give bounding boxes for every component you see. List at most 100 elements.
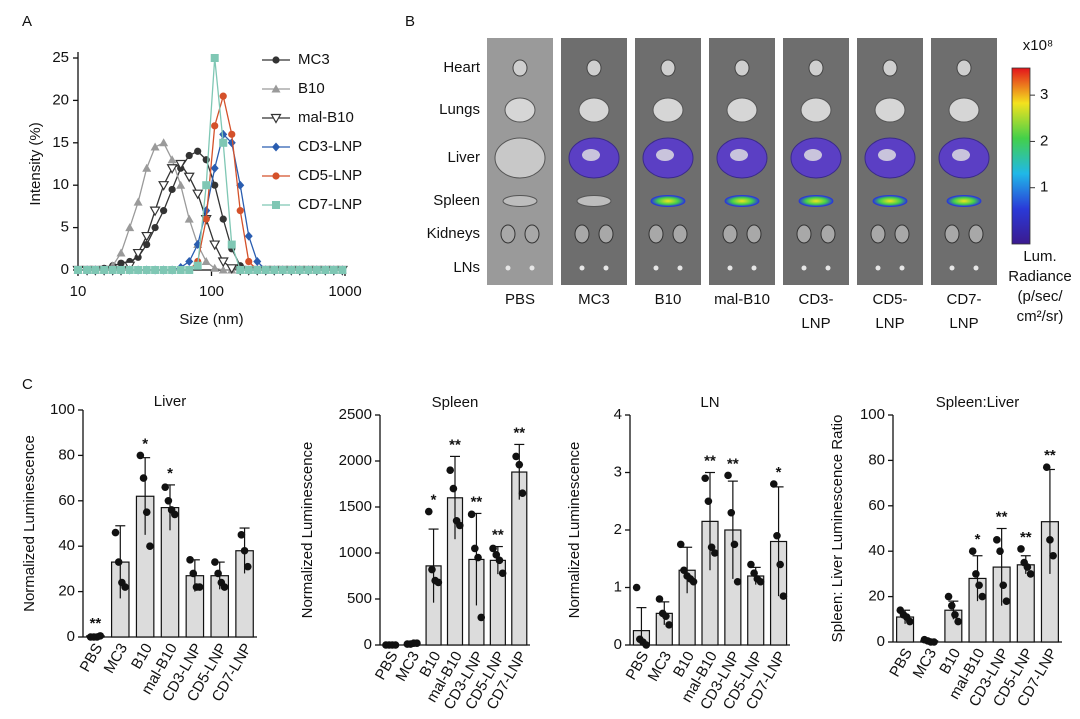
data-point	[467, 510, 476, 519]
data-point	[972, 570, 980, 578]
lungs	[726, 97, 758, 123]
group-label: mal-B10	[714, 291, 770, 308]
legend-label: CD7-LNP	[298, 196, 362, 213]
kidney	[796, 224, 812, 244]
marker	[100, 266, 109, 274]
data-point	[704, 497, 713, 506]
y-tick-label: 80	[58, 446, 75, 463]
marker	[210, 263, 220, 272]
y-axis-label: Spleen: Liver Luminescence Ratio	[829, 415, 846, 643]
data-point	[1002, 597, 1011, 605]
data-point	[161, 483, 169, 491]
marker	[236, 266, 245, 274]
organ-label: LNs	[453, 259, 480, 276]
marker	[304, 266, 313, 274]
marker	[219, 138, 228, 147]
heart	[586, 59, 602, 77]
y-tick-label: 60	[58, 492, 75, 509]
heart	[512, 59, 528, 77]
data-point	[954, 617, 962, 626]
colorbar-label: cm²/sr)	[1017, 308, 1064, 325]
y-tick-label: 1	[614, 578, 622, 595]
panel-letter: A	[22, 13, 32, 30]
marker	[168, 266, 177, 274]
marker	[149, 206, 161, 217]
group-label: CD5-	[872, 291, 907, 308]
data-point	[121, 583, 129, 591]
data-point	[243, 562, 252, 571]
data-point	[446, 466, 455, 475]
group-label: CD7-	[946, 291, 981, 308]
liver-highlight	[878, 149, 896, 161]
data-point	[978, 592, 987, 601]
data-point	[164, 497, 173, 505]
marker	[116, 248, 126, 257]
organ-label: Liver	[447, 149, 480, 166]
chart-title: Spleen	[432, 394, 479, 411]
group-label: LNP	[949, 315, 978, 332]
data-point	[993, 536, 1001, 544]
kidney	[894, 224, 910, 244]
spleen	[724, 195, 760, 207]
marker	[236, 207, 244, 215]
organ-image-panel	[487, 38, 997, 285]
marker	[227, 138, 236, 148]
data-point	[214, 569, 222, 578]
y-axis-label: Normalized Luminescence	[566, 442, 583, 619]
marker	[218, 265, 228, 274]
lymph-node	[505, 265, 511, 271]
data-point	[171, 510, 179, 519]
data-point	[779, 592, 788, 600]
lymph-node	[727, 265, 733, 271]
y-tick-label: 0	[61, 261, 69, 278]
lymph-node	[603, 265, 609, 271]
heart	[660, 59, 676, 77]
y-tick-label: 60	[868, 497, 885, 514]
marker	[321, 266, 330, 274]
marker	[217, 257, 229, 268]
marker	[209, 240, 221, 251]
legend-marker	[272, 56, 280, 64]
data-point	[391, 641, 400, 649]
data-point	[733, 577, 742, 586]
lungs	[800, 97, 832, 123]
marker	[134, 266, 143, 274]
y-axis-label: Normalized Luminescence	[21, 435, 38, 612]
data-point	[951, 610, 959, 619]
lymph-node	[579, 265, 585, 271]
data-point	[1046, 536, 1054, 544]
marker	[244, 266, 253, 274]
lymph-node	[875, 265, 881, 271]
x-tick-label: MC3	[910, 645, 941, 681]
legend-label: MC3	[298, 51, 330, 68]
colorbar-label: (p/sec/	[1017, 288, 1063, 305]
data-point	[968, 547, 977, 555]
data-point	[456, 521, 464, 530]
marker	[83, 266, 92, 274]
marker	[192, 189, 204, 200]
data-point	[146, 542, 154, 550]
significance: **	[996, 508, 1008, 525]
data-point	[512, 452, 520, 461]
panel-letter: C	[22, 376, 33, 393]
y-tick-label: 15	[52, 134, 69, 151]
marker	[202, 156, 210, 164]
data-point	[769, 480, 778, 488]
x-tick-label: 100	[199, 283, 224, 300]
bar	[747, 575, 765, 646]
marker	[176, 266, 185, 274]
significance: **	[513, 424, 525, 441]
colorbar-label: Radiance	[1008, 268, 1071, 285]
legend-label: B10	[298, 80, 325, 97]
x-tick-label: 1000	[328, 283, 361, 300]
data-point	[930, 638, 938, 646]
data-point	[999, 581, 1008, 590]
data-point	[665, 621, 673, 629]
y-tick-label: 20	[58, 583, 75, 600]
data-point	[632, 583, 641, 592]
data-point	[474, 553, 482, 562]
marker	[151, 266, 160, 274]
y-tick-label: 1000	[339, 544, 372, 561]
marker	[193, 261, 202, 270]
y-tick-label: 2000	[339, 452, 372, 469]
